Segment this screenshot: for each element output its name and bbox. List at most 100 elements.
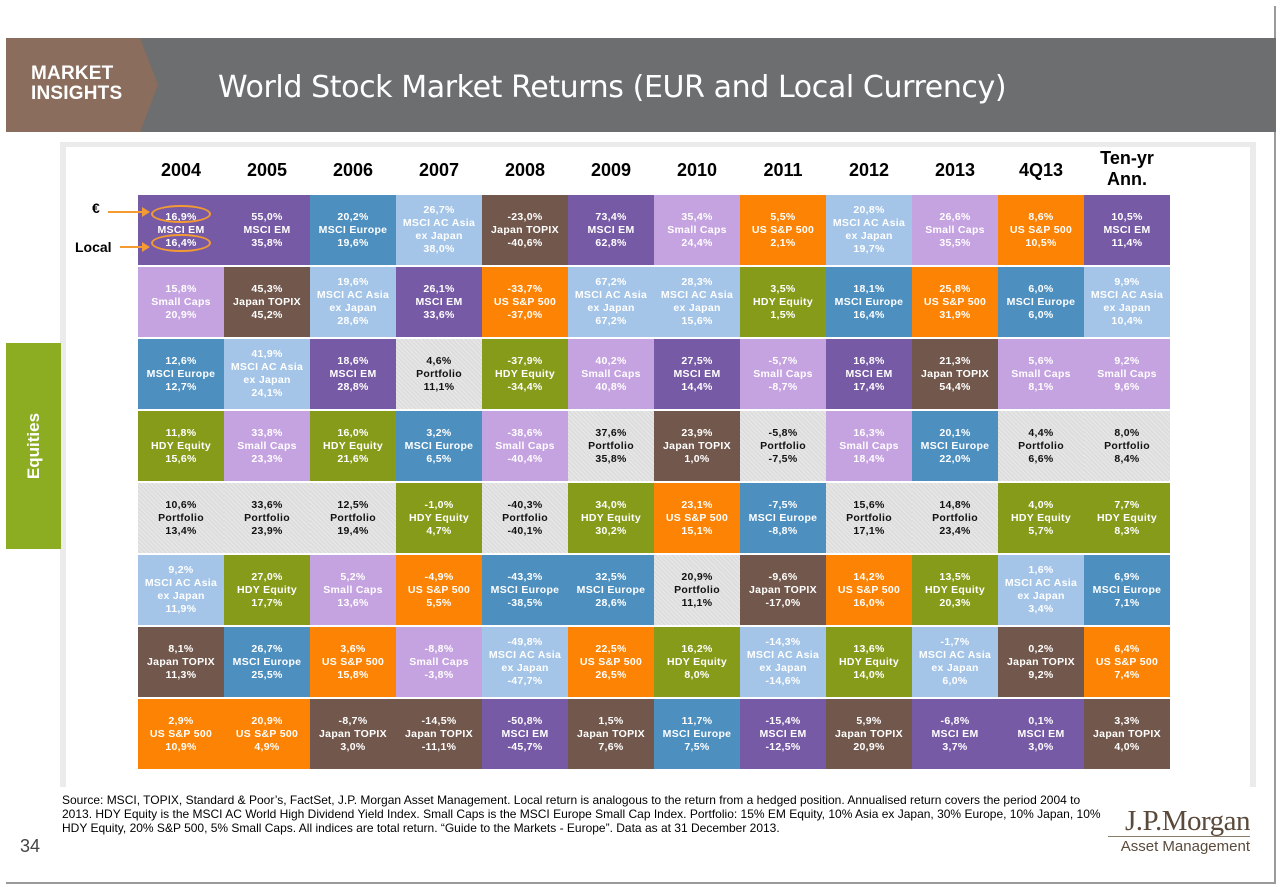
index-name: MSCI EM [501,727,549,740]
euro-label: € [92,200,100,216]
page-title: World Stock Market Returns (EUR and Loca… [218,70,1007,105]
local-return: 2,1% [770,236,796,249]
eur-return: -8,7% [338,714,368,727]
local-return: 15,8% [337,668,369,681]
eur-return: 5,9% [856,714,882,727]
local-return: 13,6% [337,596,369,609]
local-return: 11,9% [165,603,197,615]
return-cell: 14,2% US S&P 500 16,0% [826,555,912,625]
return-cell: 34,0% HDY Equity 30,2% [568,483,654,553]
return-cell: 5,2% Small Caps 13,6% [310,555,396,625]
equities-label: Equities [23,412,43,480]
return-cell: 5,5% US S&P 500 2,1% [740,195,826,265]
local-return: -40,6% [507,236,543,249]
return-cell: 67,2% MSCI AC Asia ex Japan 67,2% [568,267,654,337]
local-return: 16,4% [853,308,885,321]
index-name: MSCI Europe [318,223,388,236]
column-header: 2005 [246,160,288,180]
eur-return: 27,0% [251,570,283,583]
return-cell: 40,2% Small Caps 40,8% [568,339,654,409]
eur-return: 2,9% [168,714,194,727]
market-insights-label: MARKET INSIGHTS [31,64,122,104]
index-name: HDY Equity [667,655,727,668]
eur-return: 0,1% [1028,714,1054,727]
local-highlight-ring [151,234,211,252]
eur-return: -14,5% [421,714,457,727]
eur-return: -38,6% [507,426,543,439]
eur-return: 12,6% [165,354,197,367]
local-return: 35,8% [251,236,283,249]
index-name: Portfolio [674,583,720,596]
return-cell: -23,0% Japan TOPIX -40,6% [482,195,568,265]
page-number: 34 [20,836,41,856]
local-return: -14,6% [765,675,801,687]
eur-return: 14,2% [853,570,885,583]
return-cell: 9,9% MSCI AC Asia ex Japan 10,4% [1084,267,1170,337]
local-return: 15,1% [681,524,713,537]
local-label: Local [75,239,112,255]
return-cell: 8,6% US S&P 500 10,5% [998,195,1084,265]
index-name: MSCI Europe [490,583,560,596]
index-name: MSCI AC Asia ex Japan [746,649,820,674]
local-return: -12,5% [765,740,801,753]
return-cell: -6,8% MSCI EM 3,7% [912,699,998,769]
return-cell: 7,7% HDY Equity 8,3% [1084,483,1170,553]
index-name: Japan TOPIX [835,727,903,740]
eur-return: 55,0% [251,210,283,223]
eur-return: -1,0% [424,498,454,511]
local-return: -40,4% [507,452,543,465]
return-cell: 4,4% Portfolio 6,6% [998,411,1084,481]
local-return: 38,0% [423,243,455,255]
local-return: 13,4% [165,524,197,537]
index-name: MSCI AC Asia ex Japan [1090,289,1164,314]
return-cell: -1,7% MSCI AC Asia ex Japan 6,0% [912,627,998,697]
eur-return: 5,2% [340,570,366,583]
eur-return: 12,5% [337,498,369,511]
local-return: 10,5% [1025,236,1057,249]
local-return: 7,5% [684,740,710,753]
return-cell: -37,9% HDY Equity -34,4% [482,339,568,409]
local-return: 10,9% [165,740,197,753]
eur-return: -14,3% [765,636,801,648]
return-cell: 26,6% Small Caps 35,5% [912,195,998,265]
eur-return: 10,5% [1111,210,1143,223]
local-return: -8,8% [768,524,798,537]
column-header: 4Q13 [1018,160,1064,180]
local-return: 7,1% [1114,596,1140,609]
return-cell: 3,2% MSCI Europe 6,5% [396,411,482,481]
index-name: Small Caps [323,583,383,596]
index-name: Portfolio [416,367,462,380]
eur-return: 7,7% [1114,498,1140,511]
index-name: Small Caps [667,223,727,236]
eur-return: -1,7% [940,636,970,648]
index-name: US S&P 500 [579,655,643,668]
euro-highlight-ring [151,205,211,223]
eur-return: 34,0% [595,498,627,511]
index-name: Small Caps [237,439,297,452]
index-name: Small Caps [1011,367,1071,380]
return-cell: -15,4% MSCI EM -12,5% [740,699,826,769]
return-cell: 32,5% MSCI Europe 28,6% [568,555,654,625]
column-header: 2012 [848,160,890,180]
local-return: 23,9% [251,524,283,537]
return-cell: -38,6% Small Caps -40,4% [482,411,568,481]
index-name: Japan TOPIX [147,655,215,668]
local-return: 7,4% [1114,668,1140,681]
return-cell: -43,3% MSCI Europe -38,5% [482,555,568,625]
column-header: 2007 [418,160,460,180]
local-return: 8,0% [684,668,710,681]
index-name: HDY Equity [151,439,211,452]
local-return: 24,4% [681,236,713,249]
index-name: Portfolio [1104,439,1150,452]
local-return: 28,8% [337,380,369,393]
index-name: US S&P 500 [149,727,213,740]
return-cell: 3,6% US S&P 500 15,8% [310,627,396,697]
return-cell: 41,9% MSCI AC Asia ex Japan 24,1% [224,339,310,409]
return-cell: 27,5% MSCI EM 14,4% [654,339,740,409]
index-name: MSCI AC Asia ex Japan [488,649,562,674]
index-name: Small Caps [151,295,211,308]
return-cell: -4,9% US S&P 500 5,5% [396,555,482,625]
return-cell: -1,0% HDY Equity 4,7% [396,483,482,553]
return-cell: -49,8% MSCI AC Asia ex Japan -47,7% [482,627,568,697]
index-name: MSCI Europe [748,511,818,524]
